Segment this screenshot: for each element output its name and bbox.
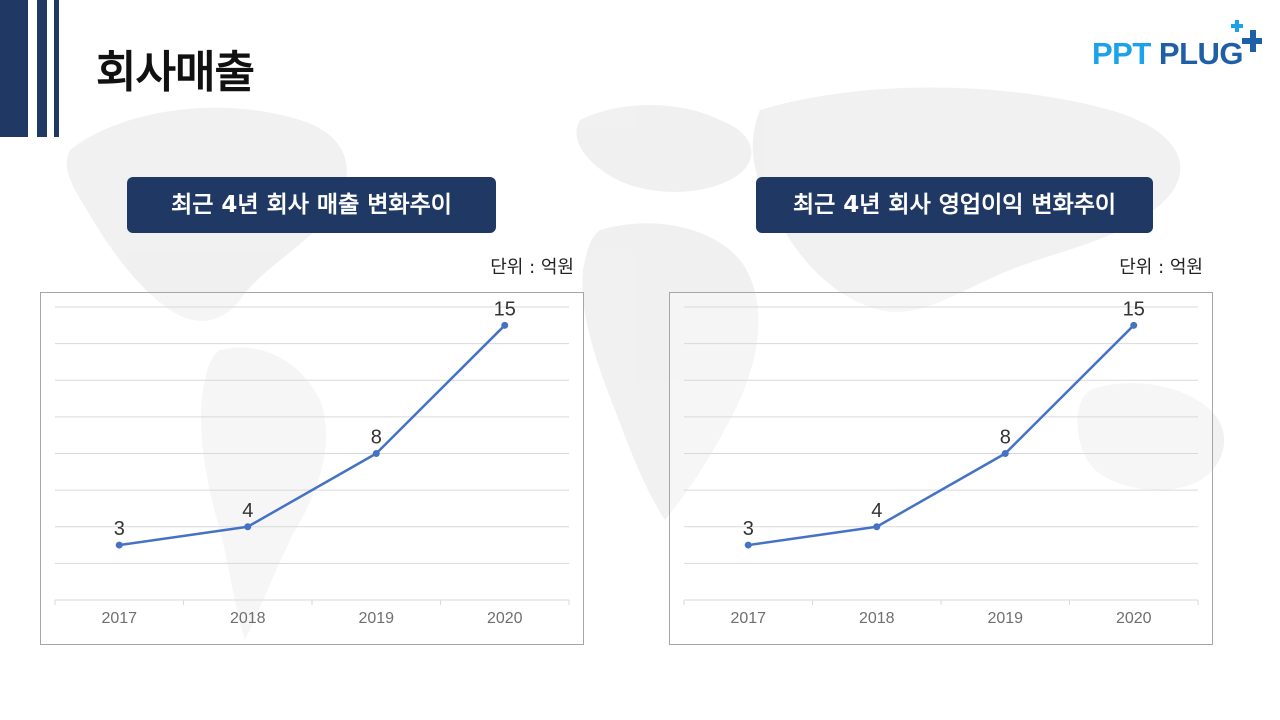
data-point — [744, 541, 752, 549]
revenue-chart-title: 최근 4년 회사 매출 변화추이 — [127, 177, 496, 233]
data-point — [372, 450, 380, 457]
series-line — [119, 324, 506, 547]
x-tick-label: 2017 — [101, 610, 137, 627]
data-label: 3 — [114, 518, 125, 540]
page-title: 회사매출 — [96, 47, 255, 98]
data-point — [1130, 321, 1138, 329]
profit-chart-title: 최근 4년 회사 영업이익 변화추이 — [756, 177, 1153, 233]
data-label: 15 — [494, 298, 516, 320]
data-point — [501, 321, 509, 329]
profit-chart-frame: 2017 2018 2019 2020 3 4 8 15 — [669, 292, 1213, 645]
x-tick-label: 2018 — [230, 610, 266, 627]
profit-line-chart: 2017 2018 2019 2020 3 4 8 15 — [683, 298, 1199, 627]
x-tick-label: 2020 — [487, 610, 523, 627]
revenue-chart-panel: 최근 4년 회사 매출 변화추이 단위 : 억원 2017 2018 2019 202… — [40, 177, 585, 647]
ppt-plug-logo: PPT PLUG — [1092, 18, 1262, 78]
data-point — [1001, 450, 1009, 457]
decor-bar-mid — [37, 0, 47, 137]
decor-bar-thin — [54, 0, 59, 137]
data-label: 4 — [242, 500, 253, 522]
data-label: 3 — [743, 518, 754, 540]
data-point — [244, 523, 252, 531]
data-label: 8 — [371, 427, 382, 449]
x-tick-label: 2019 — [358, 610, 394, 627]
data-label: 8 — [1000, 427, 1011, 449]
revenue-unit-label: 단위 : 억원 — [490, 257, 574, 278]
x-tick-label: 2020 — [1116, 610, 1152, 627]
revenue-chart-frame: 2017 2018 2019 2020 3 4 8 15 — [40, 292, 584, 645]
x-tick-label: 2019 — [987, 610, 1023, 627]
revenue-line-chart: 2017 2018 2019 2020 3 4 8 15 — [54, 298, 570, 627]
data-label: 4 — [871, 500, 882, 522]
logo-text-plug: PLUG — [1158, 36, 1244, 71]
data-label: 15 — [1123, 298, 1145, 320]
series-line — [748, 324, 1135, 547]
logo-text-ppt: PPT — [1092, 36, 1151, 71]
x-tick-label: 2018 — [859, 610, 895, 627]
data-point — [115, 541, 123, 549]
profit-chart-panel: 최근 4년 회사 영업이익 변화추이 단위 : 억원 2017 2018 2019 2… — [669, 177, 1214, 647]
decor-bar-wide — [0, 0, 28, 137]
profit-unit-label: 단위 : 억원 — [1119, 257, 1203, 278]
x-tick-label: 2017 — [730, 610, 766, 627]
logo-plus-icon — [1231, 20, 1262, 52]
data-point — [873, 523, 881, 531]
